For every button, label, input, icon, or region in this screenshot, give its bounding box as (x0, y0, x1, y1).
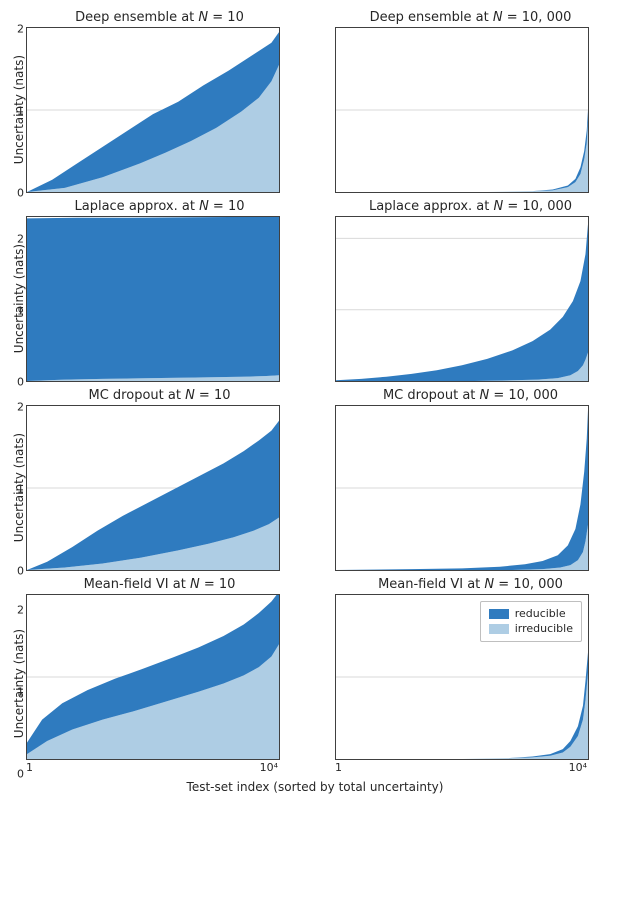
legend-item: reducible (489, 606, 573, 621)
panel: Laplace approx. at N = 10Uncertainty (na… (10, 199, 309, 382)
plot-area: reducibleirreducible (335, 594, 589, 760)
plot-area (335, 27, 589, 193)
panel: Laplace approx. at N = 10, 000 (321, 199, 620, 382)
reducible-area (27, 217, 279, 381)
panel: MC dropout at N = 10, 000 (321, 388, 620, 571)
x-tick-labels: 110⁴ (26, 760, 278, 774)
y-tick-labels: 012 (8, 27, 24, 193)
panel: MC dropout at N = 10Uncertainty (nats)01… (10, 388, 309, 571)
legend-swatch (489, 624, 509, 634)
x-tick-labels: 110⁴ (335, 760, 587, 774)
y-tick-labels: 012 (8, 405, 24, 571)
legend-label: reducible (515, 606, 566, 621)
legend-item: irreducible (489, 621, 573, 636)
irreducible-area (336, 122, 588, 192)
y-tick-labels: 012 (8, 216, 24, 382)
legend-swatch (489, 609, 509, 619)
plot-area (26, 27, 280, 193)
plot-area (26, 405, 280, 571)
panel-title: MC dropout at N = 10 (10, 388, 309, 403)
panel-title: Laplace approx. at N = 10 (10, 199, 309, 214)
panel-title: Mean-field VI at N = 10, 000 (321, 577, 620, 592)
irreducible-area (336, 673, 588, 759)
legend-label: irreducible (515, 621, 573, 636)
reducible-area (336, 224, 588, 381)
plot-area (335, 405, 589, 571)
panel-title: MC dropout at N = 10, 000 (321, 388, 620, 403)
reducible-area (336, 110, 588, 192)
figure: Deep ensemble at N = 10Uncertainty (nats… (10, 10, 620, 794)
panel-grid: Deep ensemble at N = 10Uncertainty (nats… (10, 10, 620, 774)
y-tick-labels: 012 (8, 594, 24, 774)
x-axis-label: Test-set index (sorted by total uncertai… (10, 780, 620, 794)
panel-title: Laplace approx. at N = 10, 000 (321, 199, 620, 214)
panel-title: Deep ensemble at N = 10 (10, 10, 309, 25)
reducible-area (336, 410, 588, 570)
legend: reducibleirreducible (480, 601, 582, 642)
plot-area (26, 216, 280, 382)
panel-title: Deep ensemble at N = 10, 000 (321, 10, 620, 25)
panel: Deep ensemble at N = 10, 000 (321, 10, 620, 193)
panel: Mean-field VI at N = 10, 000 reducibleir… (321, 577, 620, 774)
plot-area (335, 216, 589, 382)
panel-title: Mean-field VI at N = 10 (10, 577, 309, 592)
plot-area (26, 594, 280, 760)
reducible-area (336, 652, 588, 759)
panel: Deep ensemble at N = 10Uncertainty (nats… (10, 10, 309, 193)
panel: Mean-field VI at N = 10Uncertainty (nats… (10, 577, 309, 774)
